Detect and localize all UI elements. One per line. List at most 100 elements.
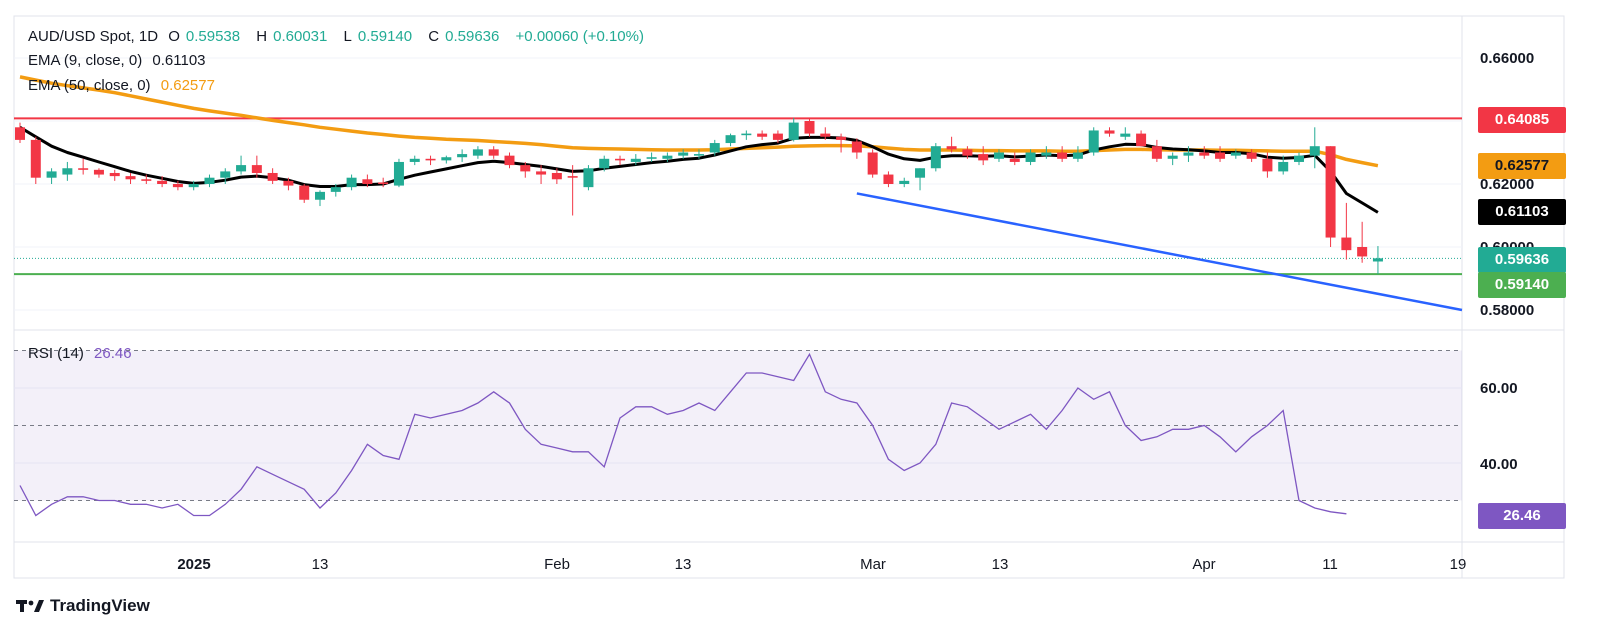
candle-body — [1183, 152, 1194, 156]
candle-body — [946, 146, 957, 150]
candle-body — [267, 172, 278, 181]
low-value: 0.59140 — [357, 28, 413, 45]
candle-body — [330, 187, 341, 192]
candle-body — [1230, 152, 1241, 156]
candle-body — [409, 158, 420, 162]
candle-body — [978, 154, 989, 161]
candle-body — [820, 133, 831, 137]
candle-body — [899, 180, 910, 184]
candle-body — [646, 157, 657, 159]
ema50-label: EMA (50, close, 0) — [28, 77, 151, 94]
ema9-line — [19, 126, 1379, 214]
candle-body — [867, 152, 878, 175]
candle-body — [1151, 146, 1162, 159]
candle-body — [315, 191, 326, 200]
candle-body — [615, 158, 626, 161]
rsi-legend[interactable]: RSI (14) 26.46 — [28, 345, 138, 362]
candle-body — [299, 185, 310, 200]
candle-body — [520, 165, 531, 172]
x-tick: 13 — [311, 556, 329, 573]
candle-body — [1262, 158, 1273, 172]
candle-body — [220, 171, 231, 178]
candle-body — [1278, 161, 1289, 172]
candle-body — [551, 172, 562, 180]
candle-body — [1088, 130, 1099, 153]
x-tick: Feb — [544, 556, 570, 573]
candle-body — [757, 133, 768, 137]
candle-body — [1325, 146, 1336, 238]
ema9-price-tag: 0.61103 — [1478, 199, 1566, 225]
candle-body — [930, 146, 941, 169]
x-tick: Mar — [860, 556, 886, 573]
rsi-value-tag: 26.46 — [1478, 503, 1566, 529]
candle-body — [457, 154, 468, 158]
brand-name: TradingView — [50, 596, 150, 615]
rsi-line — [19, 352, 1347, 517]
candle-body — [346, 177, 357, 188]
support-price-tag: 0.59140 — [1478, 272, 1566, 298]
candle-body — [15, 127, 25, 140]
change-value: +0.00060 (+0.10%) — [515, 28, 644, 45]
price-tick: 0.62000 — [1480, 176, 1535, 193]
resistance-price-tag: 0.64085 — [1478, 107, 1566, 133]
low-label: L — [343, 28, 352, 45]
ema50-legend[interactable]: EMA (50, close, 0) 0.62577 — [28, 77, 221, 94]
candle-body — [1215, 152, 1226, 159]
rsi-tick: 40.00 — [1480, 456, 1518, 473]
candle-body — [172, 184, 183, 188]
ohlc-legend: AUD/USD Spot, 1D O 0.59538 H 0.60031 L 0.59… — [28, 28, 650, 45]
tradingview-icon — [16, 600, 44, 612]
x-tick: 2025 — [177, 556, 211, 573]
candle-body — [30, 139, 41, 178]
ema9-legend[interactable]: EMA (9, close, 0) 0.61103 — [28, 52, 212, 69]
candle-body — [425, 158, 436, 161]
x-tick: Apr — [1192, 556, 1216, 573]
candle-body — [504, 155, 515, 166]
ema9-value: 0.61103 — [152, 52, 206, 69]
candle-body — [78, 168, 89, 170]
candle-body — [46, 171, 57, 178]
candle-body — [1072, 152, 1083, 159]
candle-body — [109, 172, 120, 177]
candle-body — [851, 141, 862, 153]
candle-body — [709, 143, 720, 153]
candle-body — [157, 180, 168, 184]
candle-body — [1167, 155, 1178, 159]
candle-body — [93, 169, 104, 175]
candle-body — [536, 171, 547, 175]
candle-body — [1309, 146, 1320, 156]
candle-body — [1136, 133, 1147, 147]
close-label: C — [428, 28, 440, 45]
candle-body — [1246, 152, 1257, 159]
candle-body — [962, 149, 973, 156]
candle-body — [472, 149, 483, 156]
candle-body — [599, 158, 610, 169]
candle-body — [283, 180, 294, 186]
candle-body — [393, 161, 404, 186]
candle-body — [441, 157, 452, 161]
candle-body — [883, 174, 894, 184]
candle-body — [125, 176, 136, 180]
x-tick: 11 — [1322, 556, 1338, 573]
symbol-title[interactable]: AUD/USD Spot, 1D — [28, 28, 159, 45]
candle-body — [630, 158, 641, 162]
ema50-price-tag: 0.62577 — [1478, 153, 1566, 179]
candle-body — [362, 179, 373, 184]
candle-body — [1104, 130, 1115, 134]
candle-body — [583, 168, 594, 188]
candle-body — [915, 168, 926, 178]
candle-body — [204, 177, 215, 184]
candle-body — [804, 121, 815, 134]
candle-body — [993, 152, 1004, 159]
candle-body — [788, 122, 799, 140]
candle-body — [693, 154, 704, 156]
candle-body — [1025, 152, 1036, 162]
candle-body — [1372, 258, 1383, 262]
candle-body — [662, 155, 673, 159]
tradingview-logo[interactable]: TradingView — [16, 596, 150, 616]
candle-body — [741, 133, 752, 136]
rsi-value: 26.46 — [94, 345, 132, 362]
candle-body — [62, 168, 73, 175]
candle-body — [488, 149, 499, 156]
trendline — [856, 192, 1463, 312]
